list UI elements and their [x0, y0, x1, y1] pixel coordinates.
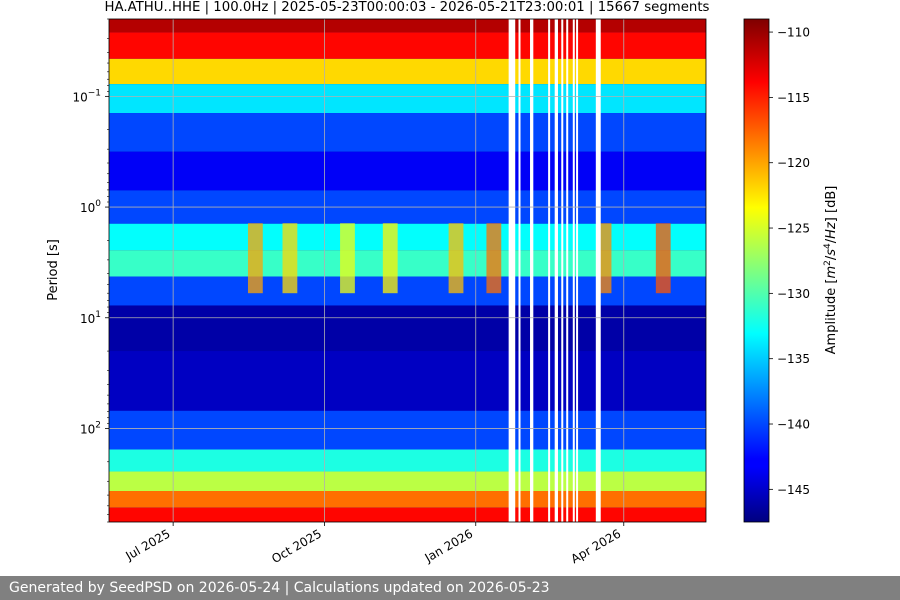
microseism-peak — [282, 223, 298, 294]
spectrogram-chart: HA.ATHU..HHE | 100.0Hz | 2025-05-23T00:0… — [46, 0, 839, 566]
data-gap — [576, 19, 579, 522]
y-axis-ticks: 10−1 100 101 102 — [72, 18, 109, 523]
data-gap — [530, 19, 534, 522]
spectrogram-heatmap — [109, 19, 706, 522]
colorbar-tick-label: −120 — [777, 156, 810, 170]
microseism-peak — [382, 223, 398, 294]
data-gap — [554, 19, 558, 522]
period-band — [109, 276, 706, 306]
period-band — [109, 151, 706, 191]
period-band — [109, 32, 706, 59]
plot-area: 10−1 100 101 102 Jul 2025 Oct 2025 Jan 2026 Ap… — [72, 18, 707, 566]
colorbar-ticks: −110 −115 −120 −125 −130 −135 −140 −145 — [769, 26, 810, 497]
microseism-peak — [655, 223, 671, 294]
footer-text: Generated by SeedPSD on 2026-05-24 | Cal… — [9, 580, 550, 596]
x-tick-label: Jul 2025 — [122, 526, 172, 563]
colorbar-tick-label: −135 — [777, 352, 810, 366]
microseism-peak — [448, 223, 464, 294]
data-gap — [561, 19, 564, 522]
period-band — [109, 113, 706, 152]
y-tick-label: 10−1 — [72, 88, 101, 104]
period-band — [109, 250, 706, 277]
colorbar-tick-label: −145 — [777, 483, 810, 497]
x-axis-ticks: Jul 2025 Oct 2025 Jan 2026 Apr 2026 — [122, 522, 625, 566]
y-axis-label: Period [s] — [46, 239, 61, 301]
data-gap — [595, 19, 601, 522]
colorbar-tick-label: −125 — [777, 222, 810, 236]
period-band — [109, 471, 706, 492]
period-band — [109, 84, 706, 114]
x-tick-label: Apr 2026 — [569, 526, 624, 566]
data-gap — [518, 19, 521, 522]
period-band — [109, 491, 706, 508]
period-band — [109, 223, 706, 251]
microseism-peak — [340, 223, 355, 294]
y-tick-label: 102 — [80, 420, 101, 436]
colorbar-tick-label: −140 — [777, 418, 810, 432]
colorbar-tick-label: −115 — [777, 91, 810, 105]
data-gap — [566, 19, 569, 522]
microseism-peak — [486, 223, 502, 294]
period-band — [109, 410, 706, 450]
data-gap — [572, 19, 575, 522]
period-band — [109, 58, 706, 85]
chart-title: HA.ATHU..HHE | 100.0Hz | 2025-05-23T00:0… — [105, 0, 710, 15]
period-band — [109, 351, 706, 411]
grid-lines — [109, 19, 706, 522]
period-band — [109, 507, 706, 522]
data-gap — [508, 19, 516, 522]
y-tick-label: 100 — [80, 199, 101, 215]
colorbar-gradient — [743, 18, 770, 523]
microseism-peak — [247, 223, 263, 294]
plot-frame — [108, 18, 707, 523]
period-band — [109, 449, 706, 472]
period-band — [109, 305, 706, 352]
period-band — [109, 19, 706, 33]
y-tick-label: 101 — [80, 310, 101, 326]
footer-bar: Generated by SeedPSD on 2026-05-24 | Cal… — [0, 576, 900, 600]
x-tick-label: Oct 2025 — [269, 526, 324, 566]
colorbar-tick-label: −110 — [777, 26, 810, 40]
x-tick-label: Jan 2026 — [422, 526, 476, 565]
colorbar: −110 −115 −120 −125 −130 −135 −140 −145 Amplitu… — [743, 18, 839, 523]
data-gap — [548, 19, 551, 522]
colorbar-label: Amplitude [m2/s4/Hz] [dB] — [823, 186, 839, 355]
colorbar-tick-label: −130 — [777, 287, 810, 301]
